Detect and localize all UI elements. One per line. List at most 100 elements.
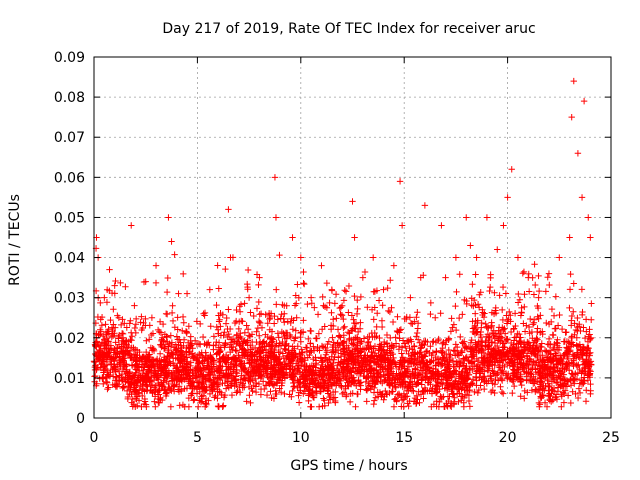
scatter-point	[134, 363, 141, 370]
scatter-point	[574, 314, 581, 322]
scatter-point	[215, 285, 222, 292]
scatter-point	[220, 372, 227, 379]
scatter-point	[160, 345, 168, 352]
scatter-point	[453, 343, 461, 351]
scatter-point	[301, 280, 308, 288]
scatter-point	[368, 378, 376, 385]
scatter-point	[305, 335, 312, 343]
scatter-point	[366, 365, 374, 373]
scatter-point	[309, 393, 317, 401]
scatter-point	[233, 306, 240, 314]
scatter-point	[112, 377, 119, 384]
scatter-point	[145, 336, 153, 343]
scatter-point	[579, 308, 586, 316]
scatter-point	[156, 381, 163, 389]
scatter-point	[100, 367, 108, 374]
scatter-point	[275, 359, 283, 367]
scatter-point	[422, 338, 429, 345]
scatter-point	[572, 326, 580, 334]
data-point	[111, 282, 118, 289]
scatter-point	[450, 390, 458, 397]
scatter-point	[458, 349, 466, 356]
scatter-point	[213, 301, 220, 309]
scatter-point	[232, 377, 240, 384]
scatter-point	[342, 288, 350, 295]
scatter-point	[345, 336, 353, 344]
scatter-point	[260, 338, 268, 345]
scatter-point	[300, 268, 307, 276]
scatter-point	[113, 380, 120, 388]
scatter-point	[402, 343, 409, 350]
scatter-point	[421, 353, 429, 360]
scatter-point	[190, 383, 198, 390]
data-point	[136, 354, 143, 362]
scatter-point	[576, 365, 583, 373]
scatter-point	[300, 280, 307, 287]
scatter-point	[253, 338, 260, 346]
scatter-point	[487, 271, 494, 278]
scatter-point	[215, 403, 223, 410]
scatter-point	[270, 382, 277, 389]
scatter-point	[557, 375, 565, 383]
scatter-point	[233, 389, 240, 396]
scatter-point	[414, 396, 421, 403]
scatter-point	[578, 286, 586, 293]
scatter-point	[142, 379, 150, 386]
scatter-point	[267, 353, 274, 360]
scatter-point	[110, 373, 117, 380]
scatter-point	[499, 368, 506, 375]
scatter-point	[290, 317, 297, 324]
scatter-point	[498, 306, 506, 314]
scatter-point	[418, 381, 425, 388]
data-point	[359, 274, 367, 281]
scatter-point	[474, 317, 481, 324]
scatter-point	[469, 281, 476, 288]
scatter-point	[366, 382, 374, 389]
scatter-point	[105, 384, 112, 391]
data-point	[535, 294, 542, 301]
scatter-point	[354, 390, 362, 398]
scatter-point	[416, 370, 424, 378]
scatter-point	[280, 330, 287, 337]
scatter-point	[220, 402, 227, 409]
scatter-point	[563, 360, 570, 368]
scatter-point	[248, 360, 255, 368]
scatter-point	[315, 380, 322, 387]
scatter-point	[237, 361, 244, 368]
scatter-point	[107, 316, 114, 324]
scatter-point	[327, 373, 335, 380]
scatter-point	[311, 304, 318, 311]
scatter-point	[535, 287, 543, 295]
scatter-point	[543, 319, 550, 327]
scatter-point	[152, 403, 159, 410]
scatter-point	[267, 388, 274, 395]
scatter-point	[321, 397, 328, 404]
scatter-point	[390, 403, 398, 410]
scatter-point	[323, 279, 331, 287]
scatter-point	[293, 360, 300, 367]
scatter-point	[190, 397, 197, 404]
scatter-point	[379, 302, 386, 309]
scatter-point	[118, 346, 126, 354]
scatter-point	[417, 345, 424, 352]
scatter-point	[214, 402, 222, 410]
scatter-point	[331, 300, 339, 307]
scatter-point	[314, 345, 321, 353]
scatter-point	[327, 391, 334, 399]
scatter-point	[415, 388, 422, 395]
scatter-point	[177, 356, 184, 363]
data-point	[396, 178, 404, 185]
data-point	[307, 294, 315, 301]
scatter-point	[475, 386, 483, 394]
scatter-point	[257, 310, 265, 317]
scatter-point	[128, 362, 136, 369]
scatter-point	[264, 349, 272, 356]
data-point	[289, 234, 296, 241]
scatter-point	[438, 370, 445, 377]
scatter-point	[161, 357, 168, 364]
scatter-point	[342, 370, 350, 377]
scatter-point	[93, 338, 101, 345]
x-tick-label: 10	[292, 430, 310, 446]
scatter-point	[329, 334, 336, 341]
scatter-point	[545, 383, 552, 391]
